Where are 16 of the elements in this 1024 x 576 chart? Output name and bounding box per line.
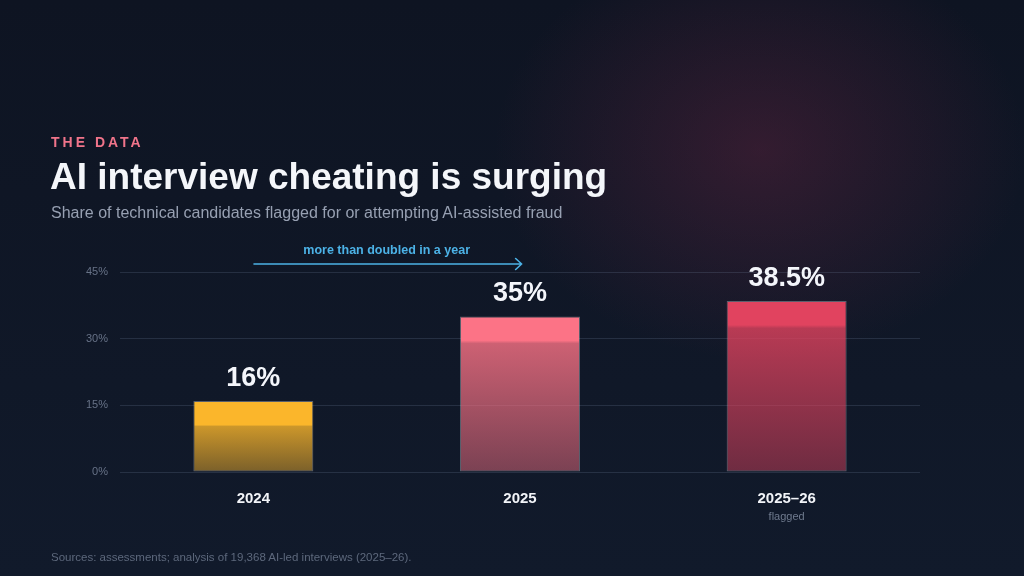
chart-subtitle: Share of technical candidates flagged for or attempting AI-assisted fraud [51,204,563,222]
text: more than doubled in a year [302,243,471,257]
y-tick-label: 0% [92,465,109,478]
x-tick-label: 2025 [503,489,537,507]
y-tick-label: 45% [85,265,109,278]
text: THE DATA [51,134,144,150]
data-label: 35% [492,277,548,308]
source-note: Sources: assessments; analysis of 19,368 AI-led interviews (2025–26). [51,551,412,563]
y-tick-label: 15% [85,398,109,411]
x-tick-label: 2025–26 [757,489,816,507]
x-tick-label: 2024 [236,489,271,507]
data-label: 16% [226,361,281,392]
data-label: 38.5% [748,261,825,292]
text: flagged [768,510,805,523]
chart-title: AI interview cheating is surging [50,156,608,198]
y-tick-label: 30% [85,331,109,344]
